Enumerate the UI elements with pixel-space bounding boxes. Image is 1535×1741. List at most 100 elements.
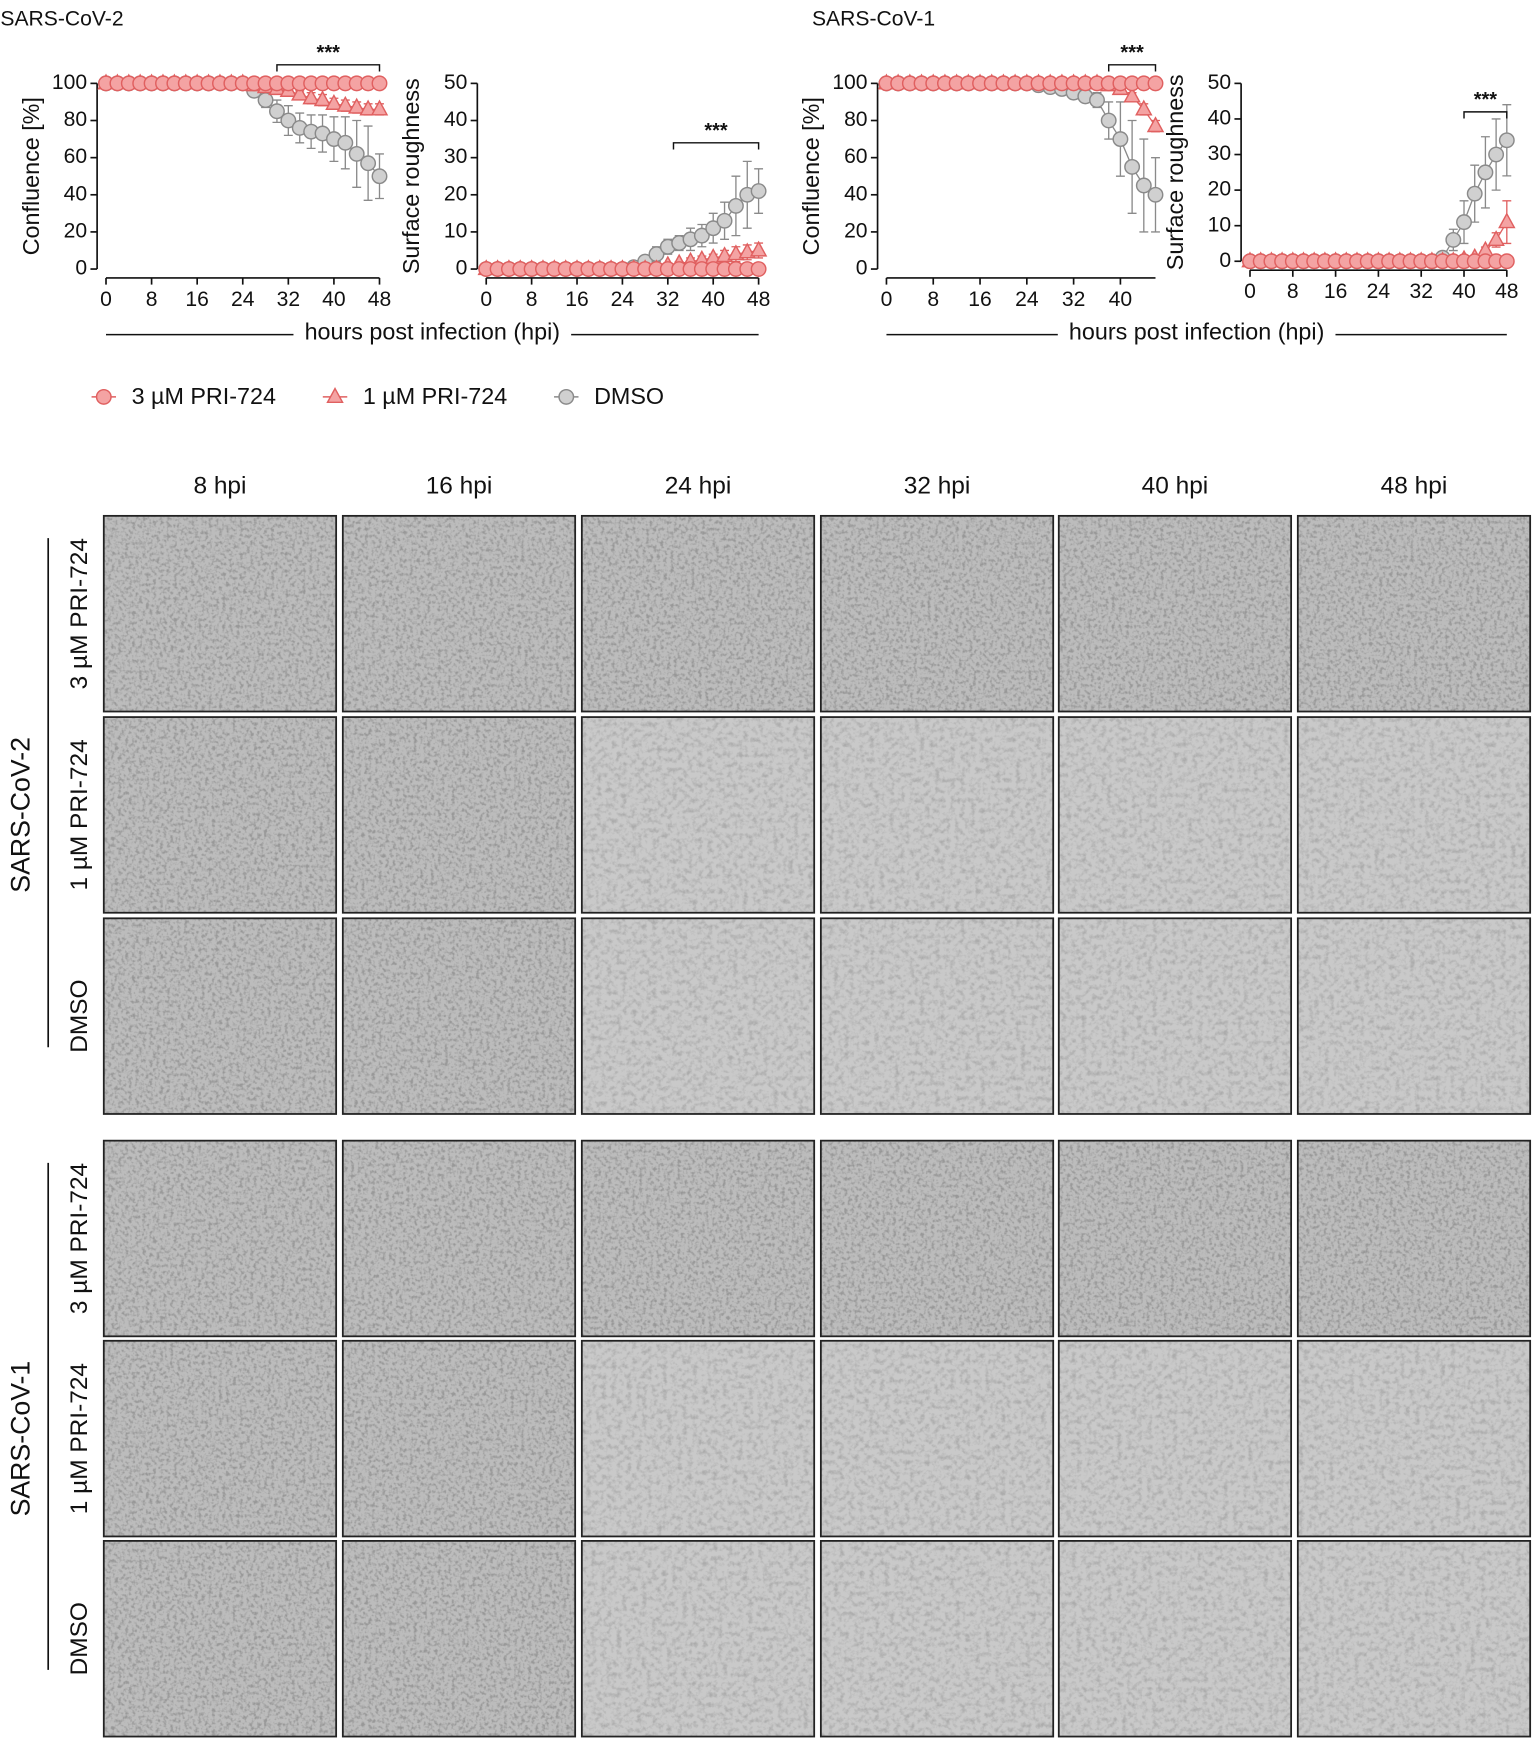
micrograph-frame <box>341 917 577 1115</box>
x-tick-label: 40 <box>1452 280 1475 303</box>
y-tick-label: 50 <box>444 71 467 94</box>
data-point <box>348 145 365 162</box>
y-axis-label: Confluence [%] <box>798 97 824 255</box>
y-tick-label: 20 <box>844 219 867 242</box>
micrograph-texture <box>820 918 1054 1114</box>
x-tick-label: 32 <box>1409 280 1432 303</box>
x-tick-label: 16 <box>1324 280 1347 303</box>
data-point <box>705 220 722 237</box>
data-point <box>1124 158 1141 175</box>
column-label: 16 hpi <box>426 472 493 499</box>
data-point <box>738 242 756 259</box>
y-tick-label: 100 <box>832 71 867 94</box>
legend-label: 3 µM PRI-724 <box>132 383 276 409</box>
legend-marker <box>558 388 575 405</box>
x-tick-label: 16 <box>565 288 588 311</box>
micrograph-texture <box>103 1340 337 1537</box>
micrograph-texture <box>103 1540 337 1737</box>
data-point <box>325 93 343 110</box>
micrograph-texture <box>342 717 576 913</box>
micrograph-frame <box>102 1139 338 1338</box>
data-point <box>1123 86 1141 103</box>
group-label: SARS-CoV-2 <box>6 737 36 893</box>
x-tick-label: 0 <box>480 288 492 311</box>
micrograph-frame <box>1296 1139 1532 1338</box>
data-point <box>1445 231 1462 248</box>
x-tick-label: 16 <box>968 288 991 311</box>
data-point <box>337 134 354 151</box>
legend-marker <box>326 387 344 404</box>
column-label: 32 hpi <box>904 472 971 499</box>
y-tick-label: 0 <box>75 257 87 280</box>
micrograph-texture <box>820 515 1054 712</box>
data-point <box>1135 99 1153 116</box>
chart-title: SARS-CoV-2 <box>0 8 123 31</box>
data-point <box>727 197 744 214</box>
x-tick-label: 24 <box>611 288 635 311</box>
micrograph-frame <box>1057 514 1293 713</box>
micrograph-frame <box>341 1339 577 1538</box>
data-point <box>370 99 389 116</box>
significance-bracket <box>1107 64 1157 72</box>
micrograph-frame <box>819 1339 1055 1538</box>
column-label: 24 hpi <box>665 472 732 499</box>
micrograph-texture <box>1297 515 1531 712</box>
micrograph-texture <box>581 717 815 913</box>
micrograph-frame <box>102 514 338 713</box>
significance-label: *** <box>704 120 728 142</box>
data-point <box>693 227 710 244</box>
y-tick-label: 40 <box>1208 107 1231 130</box>
significance-bracket <box>276 64 381 72</box>
data-point <box>1487 230 1505 247</box>
y-axis-label: Confluence [%] <box>18 97 44 255</box>
micrograph-frame <box>580 1539 816 1738</box>
micrograph-frame <box>1057 1539 1293 1738</box>
data-point <box>280 112 297 129</box>
x-tick-label: 40 <box>701 288 724 311</box>
x-tick-label: 8 <box>1287 280 1299 303</box>
y-tick-label: 0 <box>1219 249 1231 272</box>
x-tick-label: 8 <box>927 288 939 311</box>
legend-label: DMSO <box>594 383 664 409</box>
y-tick-label: 0 <box>856 257 868 280</box>
x-tick-label: 32 <box>277 288 300 311</box>
legend-marker <box>95 388 112 405</box>
data-point <box>749 240 768 257</box>
y-tick-label: 40 <box>64 182 87 205</box>
micrograph-frame <box>819 1139 1055 1338</box>
x-tick-label: 48 <box>1495 280 1518 303</box>
micrograph-texture <box>342 1340 576 1537</box>
data-point <box>268 103 285 120</box>
y-tick-label: 40 <box>844 182 867 205</box>
micrograph-texture <box>581 1140 815 1337</box>
data-point <box>1477 164 1494 181</box>
micrograph-frame <box>819 716 1055 914</box>
micrograph-texture <box>1058 1340 1292 1537</box>
micrograph-frame <box>1057 1139 1293 1338</box>
data-point <box>371 168 388 185</box>
x-tick-label: 0 <box>1244 280 1256 303</box>
data-point <box>371 75 388 92</box>
y-tick-label: 50 <box>1208 71 1231 94</box>
x-tick-label: 0 <box>100 288 112 311</box>
micrograph-texture <box>1058 515 1292 712</box>
y-tick-label: 30 <box>444 145 467 168</box>
row-label: 1 µM PRI-724 <box>66 739 93 890</box>
x-tick-label: 0 <box>881 288 893 311</box>
micrograph-texture <box>581 1340 815 1537</box>
micrograph-frame <box>1296 1339 1532 1538</box>
y-tick-label: 80 <box>844 108 867 131</box>
data-point <box>359 99 377 116</box>
data-point <box>1466 185 1483 202</box>
micrograph-texture <box>342 1140 576 1337</box>
micrograph-texture <box>103 1140 337 1337</box>
data-point <box>347 97 366 114</box>
micrograph-texture <box>1058 1540 1292 1737</box>
y-tick-label: 60 <box>64 145 87 168</box>
y-tick-label: 60 <box>844 145 867 168</box>
data-point <box>336 95 355 112</box>
micrograph-texture <box>1297 1540 1531 1737</box>
y-tick-label: 10 <box>444 219 467 242</box>
x-tick-label: 8 <box>146 288 158 311</box>
